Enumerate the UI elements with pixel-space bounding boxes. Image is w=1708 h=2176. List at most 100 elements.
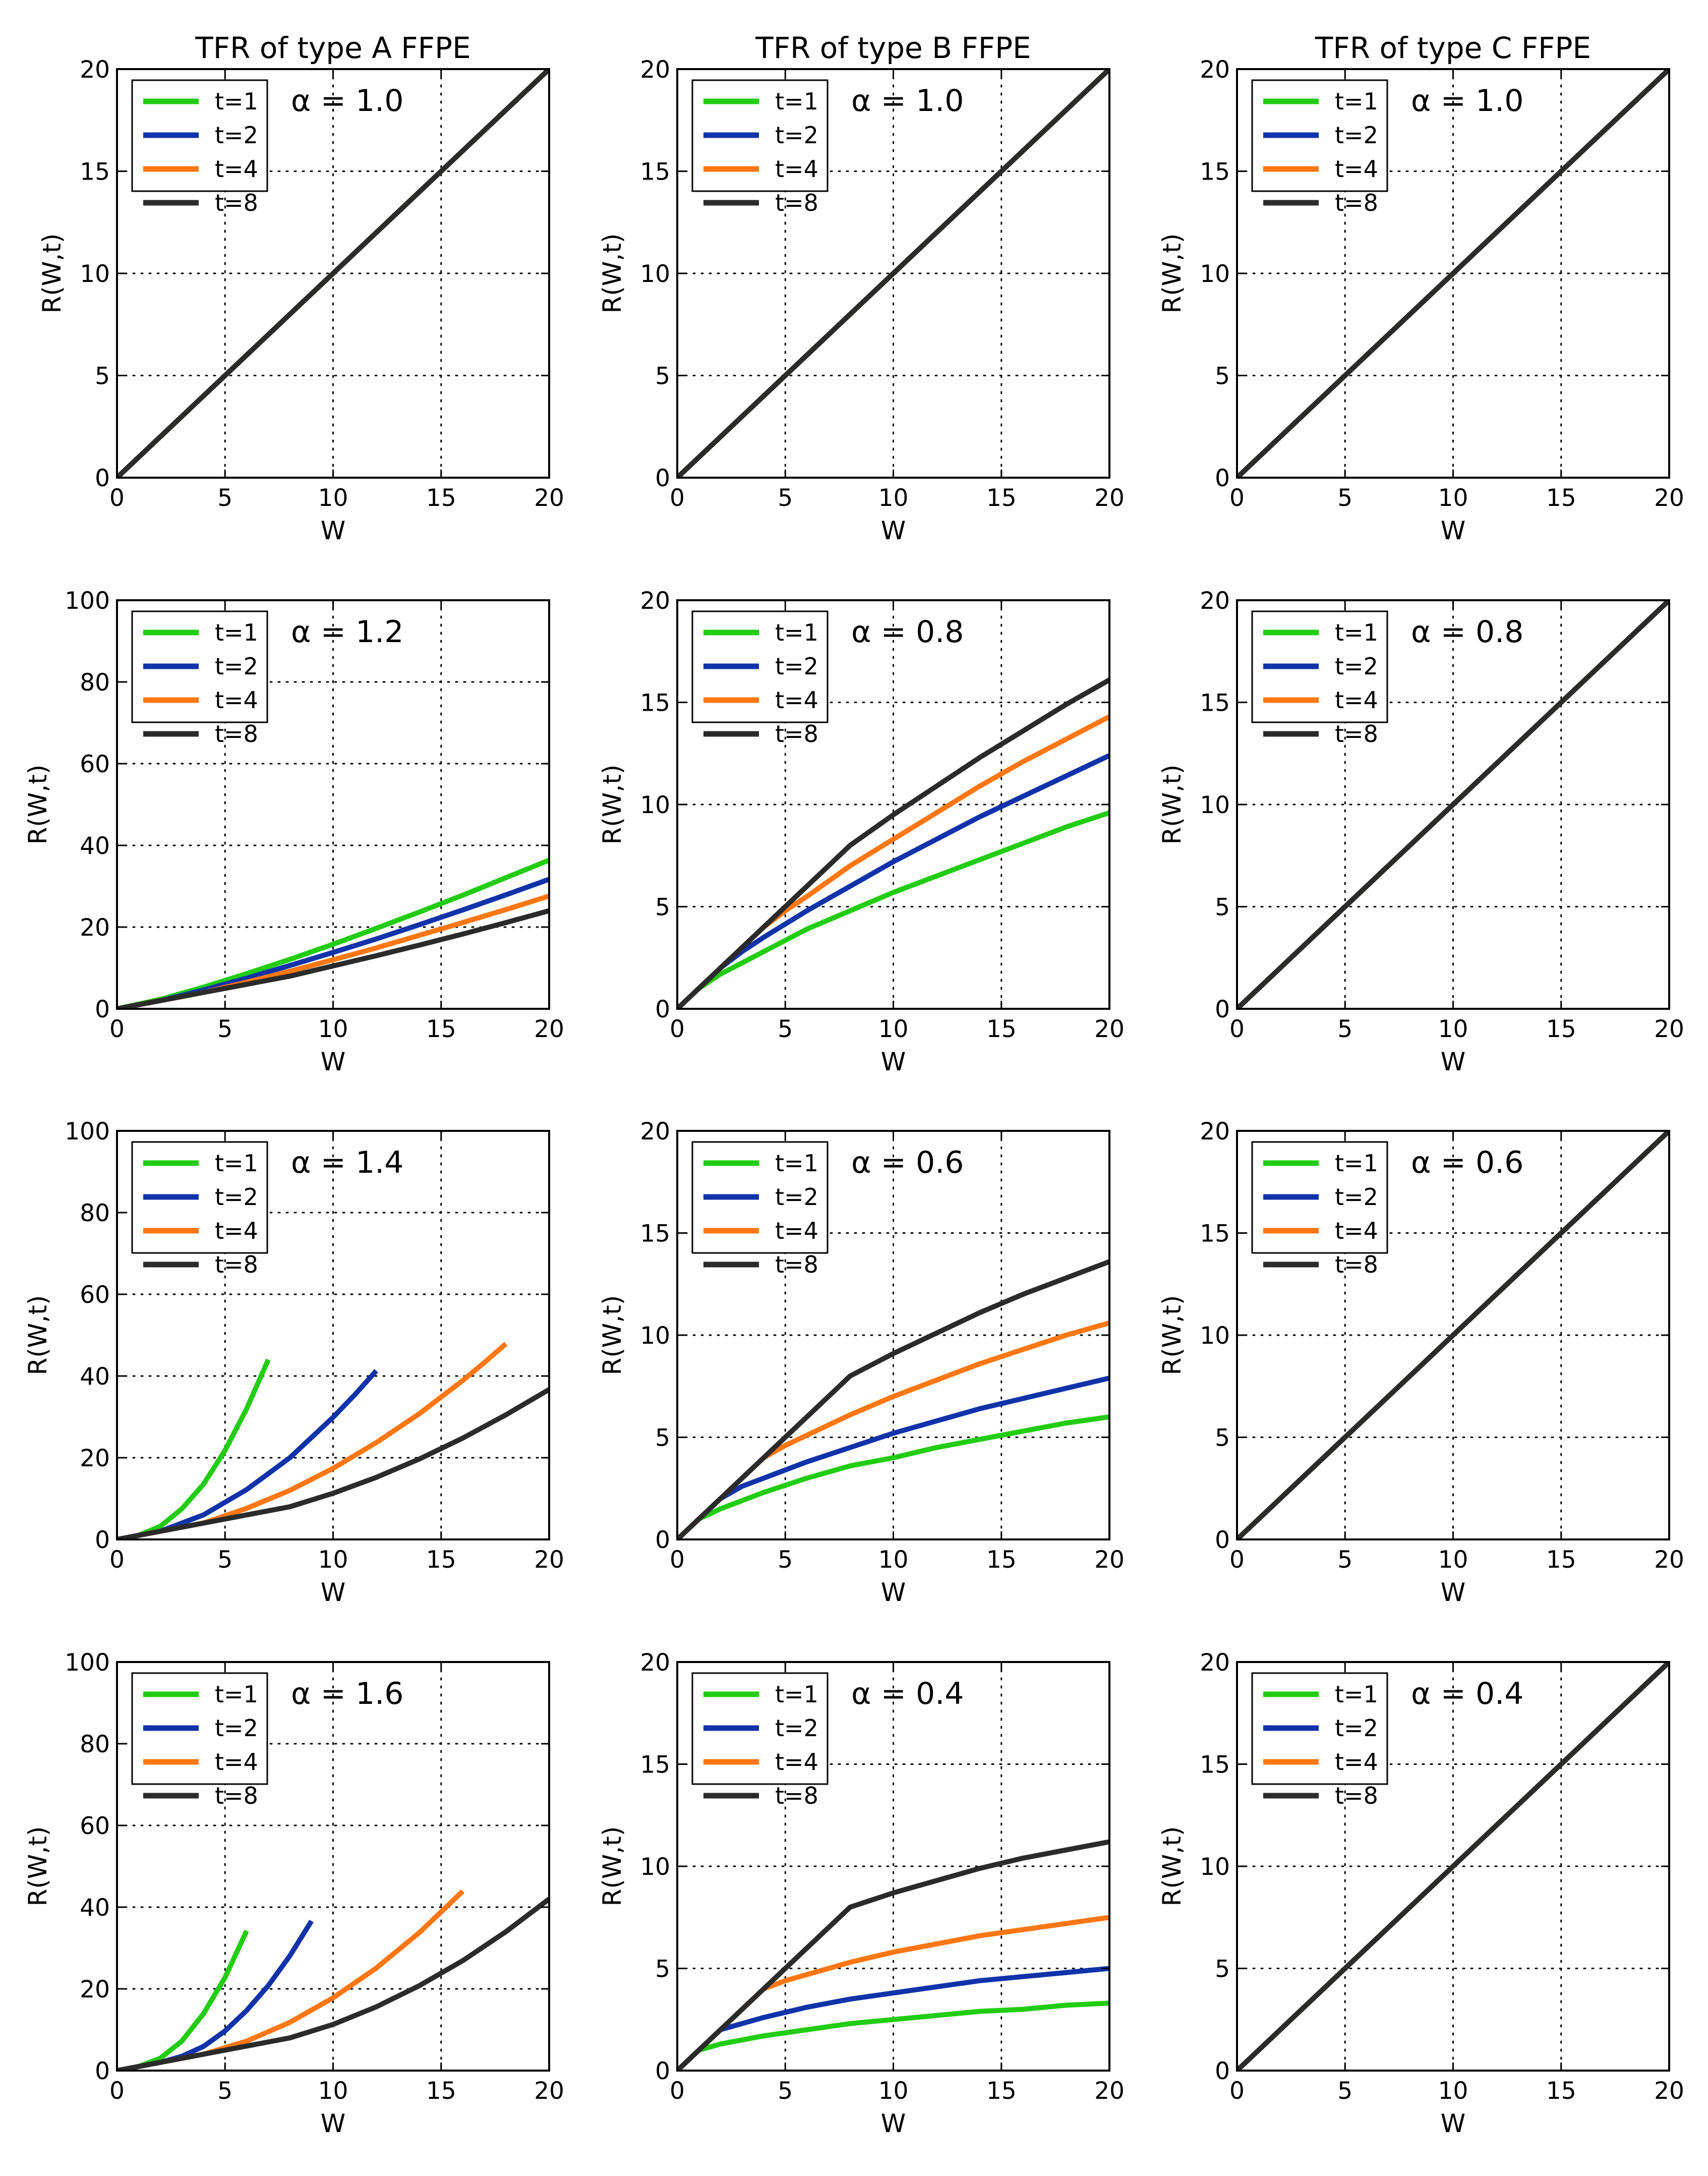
- x-tick-label: 10: [318, 1546, 348, 1574]
- legend-label-t1: t=1: [215, 619, 258, 646]
- panel-title: TFR of type A FFPE: [195, 31, 470, 65]
- legend-label-t2: t=2: [775, 1714, 818, 1742]
- x-tick-label: 0: [109, 1015, 125, 1043]
- legend-label-t4: t=4: [1335, 155, 1378, 183]
- series-line-t8: [677, 677, 1109, 1009]
- y-tick-label: 60: [80, 1812, 110, 1840]
- x-axis-label: W: [881, 2109, 906, 2138]
- legend: t=1 t=2 t=4 t=8: [131, 1141, 268, 1278]
- x-axis-label: W: [321, 1578, 345, 1607]
- y-axis-label: R(W,t): [1157, 1826, 1187, 1907]
- legend-label-t4: t=4: [215, 155, 258, 183]
- panel-r3-c0: 0 5 10 15 20 0 20 40 60 80 100 W R(W,t) α = 1.6 t=1 t=2…: [23, 1649, 564, 2138]
- legend-label-t1: t=1: [215, 88, 258, 115]
- legend-label-t1: t=1: [775, 1681, 818, 1708]
- legend-label-t2: t=2: [775, 653, 818, 680]
- legend: t=1 t=2 t=4 t=8: [1251, 610, 1388, 748]
- x-tick-label: 15: [426, 1015, 456, 1043]
- x-tick-label: 20: [534, 1015, 564, 1043]
- x-axis-label: W: [1441, 516, 1465, 545]
- legend-label-t8: t=8: [775, 189, 818, 216]
- x-axis-label: W: [321, 2109, 345, 2138]
- legend-label-t8: t=8: [215, 1251, 258, 1278]
- legend-label-t8: t=8: [215, 1782, 258, 1809]
- legend-label-t2: t=2: [215, 122, 258, 149]
- x-tick-label: 5: [1337, 1015, 1352, 1043]
- legend-label-t4: t=4: [1335, 1217, 1378, 1244]
- x-tick-label: 0: [1229, 2077, 1245, 2105]
- panel-title: TFR of type C FFPE: [1315, 31, 1591, 65]
- y-tick-label: 10: [1200, 1322, 1230, 1350]
- x-axis-label: W: [321, 1047, 345, 1076]
- y-axis-label: R(W,t): [37, 234, 67, 314]
- legend: t=1 t=2 t=4 t=8: [131, 610, 268, 748]
- y-tick-label: 5: [95, 363, 110, 390]
- legend-label-t8: t=8: [1335, 1782, 1378, 1809]
- y-tick-label: 10: [640, 260, 670, 288]
- legend-label-t1: t=1: [775, 1150, 818, 1177]
- y-axis-label: R(W,t): [23, 1295, 52, 1376]
- x-tick-label: 5: [1337, 484, 1352, 512]
- y-tick-label: 15: [640, 690, 670, 717]
- legend-label-t8: t=8: [1335, 720, 1378, 748]
- x-tick-label: 10: [1438, 2077, 1468, 2105]
- x-tick-label: 10: [1438, 484, 1468, 512]
- legend-label-t4: t=4: [215, 1748, 258, 1776]
- x-axis-label: W: [881, 1578, 906, 1607]
- y-tick-label: 10: [1200, 1853, 1230, 1881]
- legend-label-t2: t=2: [1335, 653, 1378, 680]
- alpha-annotation: α = 0.6: [1411, 1145, 1523, 1180]
- y-tick-label: 5: [655, 1424, 670, 1452]
- series-line-t8: [117, 908, 549, 1009]
- x-tick-label: 0: [670, 2077, 685, 2105]
- alpha-annotation: α = 0.8: [1411, 614, 1523, 650]
- legend-label-t4: t=4: [1335, 686, 1378, 714]
- y-tick-label: 0: [655, 996, 670, 1023]
- x-tick-label: 15: [986, 2077, 1017, 2105]
- panel-title: TFR of type B FFPE: [755, 31, 1031, 65]
- legend-label-t8: t=8: [215, 720, 258, 748]
- panel-r0-c2: TFR of type C FFPE 0 5 10 15 20 0 5 10 15 20 W R(W,t…: [1157, 31, 1684, 545]
- y-tick-label: 0: [1215, 465, 1230, 492]
- x-axis-label: W: [1441, 1047, 1465, 1076]
- x-tick-label: 10: [878, 2077, 909, 2105]
- alpha-annotation: α = 1.2: [291, 614, 403, 650]
- series-line-t8: [1237, 69, 1669, 478]
- legend-label-t8: t=8: [775, 1251, 818, 1278]
- y-tick-label: 0: [655, 2057, 670, 2085]
- y-tick-label: 80: [80, 1199, 110, 1227]
- series-line-t1: [677, 810, 1109, 1009]
- legend-label-t8: t=8: [775, 1782, 818, 1809]
- x-tick-label: 5: [1337, 1546, 1352, 1574]
- y-tick-label: 5: [1215, 1424, 1230, 1452]
- x-tick-label: 15: [986, 1546, 1017, 1574]
- alpha-annotation: α = 1.0: [1411, 83, 1523, 119]
- x-tick-label: 0: [1229, 1015, 1245, 1043]
- y-tick-label: 15: [640, 158, 670, 186]
- x-tick-label: 10: [1438, 1015, 1468, 1043]
- series-line-t8: [1237, 1662, 1669, 2071]
- series-line-t4: [117, 1342, 508, 1539]
- x-axis-label: W: [1441, 1578, 1465, 1607]
- legend-label-t1: t=1: [1335, 619, 1378, 646]
- legend-label-t2: t=2: [1335, 1183, 1378, 1211]
- alpha-annotation: α = 0.6: [851, 1145, 964, 1180]
- x-tick-label: 10: [1438, 1546, 1468, 1574]
- x-tick-label: 10: [318, 2077, 348, 2105]
- alpha-annotation: α = 1.4: [291, 1145, 403, 1180]
- series-line-t8: [1237, 600, 1669, 1009]
- series-line-t8: [677, 1259, 1109, 1539]
- y-tick-label: 10: [1200, 260, 1230, 288]
- legend-label-t2: t=2: [775, 1183, 818, 1211]
- series-line-t8: [677, 1839, 1109, 2071]
- x-tick-label: 10: [878, 484, 909, 512]
- x-tick-label: 15: [986, 1015, 1017, 1043]
- x-tick-label: 15: [986, 484, 1017, 512]
- series-line-t2: [677, 1966, 1109, 2071]
- series-line-t8: [1237, 1131, 1669, 1539]
- y-tick-label: 5: [655, 894, 670, 922]
- y-tick-label: 40: [80, 832, 110, 860]
- x-tick-label: 20: [1654, 484, 1684, 512]
- legend: t=1 t=2 t=4 t=8: [691, 610, 829, 748]
